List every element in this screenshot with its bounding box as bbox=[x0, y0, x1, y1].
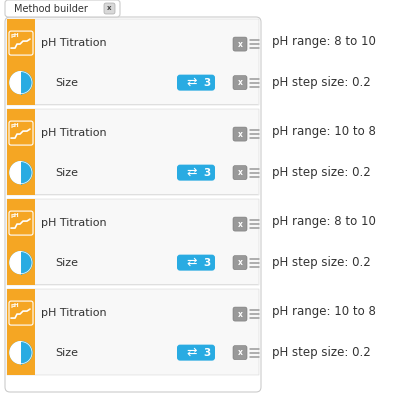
FancyBboxPatch shape bbox=[5, 17, 261, 392]
Circle shape bbox=[10, 162, 32, 184]
Text: pH range: 8 to 10: pH range: 8 to 10 bbox=[272, 214, 376, 228]
Text: 3: 3 bbox=[203, 78, 210, 88]
Text: ⇄: ⇄ bbox=[186, 346, 197, 359]
Text: pH: pH bbox=[11, 123, 20, 128]
FancyBboxPatch shape bbox=[177, 255, 215, 271]
FancyBboxPatch shape bbox=[233, 37, 247, 51]
Text: x: x bbox=[238, 310, 242, 319]
Circle shape bbox=[10, 252, 32, 274]
Bar bbox=[7, 19, 35, 105]
Text: Size: Size bbox=[55, 348, 78, 358]
Text: Method builder: Method builder bbox=[14, 4, 88, 13]
Bar bbox=[7, 19, 259, 105]
Text: 3: 3 bbox=[203, 168, 210, 177]
Polygon shape bbox=[10, 341, 21, 363]
Text: pH Titration: pH Titration bbox=[41, 218, 107, 228]
Bar bbox=[7, 289, 35, 375]
Text: 3: 3 bbox=[203, 348, 210, 358]
FancyBboxPatch shape bbox=[9, 301, 33, 325]
FancyBboxPatch shape bbox=[233, 217, 247, 231]
Text: ⇄: ⇄ bbox=[186, 166, 197, 179]
FancyBboxPatch shape bbox=[177, 345, 215, 361]
Text: Size: Size bbox=[55, 258, 78, 268]
FancyBboxPatch shape bbox=[177, 165, 215, 181]
Text: Size: Size bbox=[55, 78, 78, 88]
FancyBboxPatch shape bbox=[177, 74, 215, 91]
Circle shape bbox=[10, 72, 32, 94]
FancyBboxPatch shape bbox=[233, 256, 247, 270]
Text: x: x bbox=[238, 129, 242, 138]
FancyBboxPatch shape bbox=[233, 307, 247, 321]
Text: pH Titration: pH Titration bbox=[41, 38, 107, 48]
Text: pH step size: 0.2: pH step size: 0.2 bbox=[272, 256, 371, 269]
Bar bbox=[7, 109, 35, 195]
FancyBboxPatch shape bbox=[104, 3, 115, 14]
Bar bbox=[7, 199, 35, 285]
Text: 3: 3 bbox=[203, 258, 210, 268]
FancyBboxPatch shape bbox=[233, 166, 247, 179]
Text: pH step size: 0.2: pH step size: 0.2 bbox=[272, 76, 371, 89]
Polygon shape bbox=[10, 162, 21, 184]
FancyBboxPatch shape bbox=[5, 0, 120, 17]
Text: x: x bbox=[238, 168, 242, 177]
Text: pH range: 10 to 8: pH range: 10 to 8 bbox=[272, 304, 376, 317]
Text: pH Titration: pH Titration bbox=[41, 308, 107, 318]
FancyBboxPatch shape bbox=[9, 121, 33, 145]
Text: pH: pH bbox=[11, 213, 20, 218]
Text: Size: Size bbox=[55, 168, 78, 177]
Text: pH: pH bbox=[11, 33, 20, 38]
FancyBboxPatch shape bbox=[233, 76, 247, 90]
FancyBboxPatch shape bbox=[9, 211, 33, 235]
FancyBboxPatch shape bbox=[233, 346, 247, 360]
Text: x: x bbox=[238, 78, 242, 87]
Bar bbox=[7, 289, 259, 375]
Text: pH range: 8 to 10: pH range: 8 to 10 bbox=[272, 35, 376, 48]
Text: pH step size: 0.2: pH step size: 0.2 bbox=[272, 166, 371, 179]
Text: x: x bbox=[107, 6, 112, 11]
Circle shape bbox=[10, 341, 32, 363]
Text: x: x bbox=[238, 258, 242, 267]
FancyBboxPatch shape bbox=[9, 31, 33, 55]
Text: pH range: 10 to 8: pH range: 10 to 8 bbox=[272, 125, 376, 138]
Bar bbox=[7, 109, 259, 195]
Polygon shape bbox=[10, 252, 21, 274]
Polygon shape bbox=[10, 72, 21, 94]
Text: x: x bbox=[238, 39, 242, 48]
Text: pH Titration: pH Titration bbox=[41, 128, 107, 138]
Text: pH: pH bbox=[11, 303, 20, 308]
Text: x: x bbox=[238, 348, 242, 357]
Text: pH step size: 0.2: pH step size: 0.2 bbox=[272, 346, 371, 359]
FancyBboxPatch shape bbox=[233, 127, 247, 141]
Bar bbox=[7, 199, 259, 285]
Text: ⇄: ⇄ bbox=[186, 76, 197, 89]
Text: x: x bbox=[238, 220, 242, 229]
Text: ⇄: ⇄ bbox=[186, 256, 197, 269]
